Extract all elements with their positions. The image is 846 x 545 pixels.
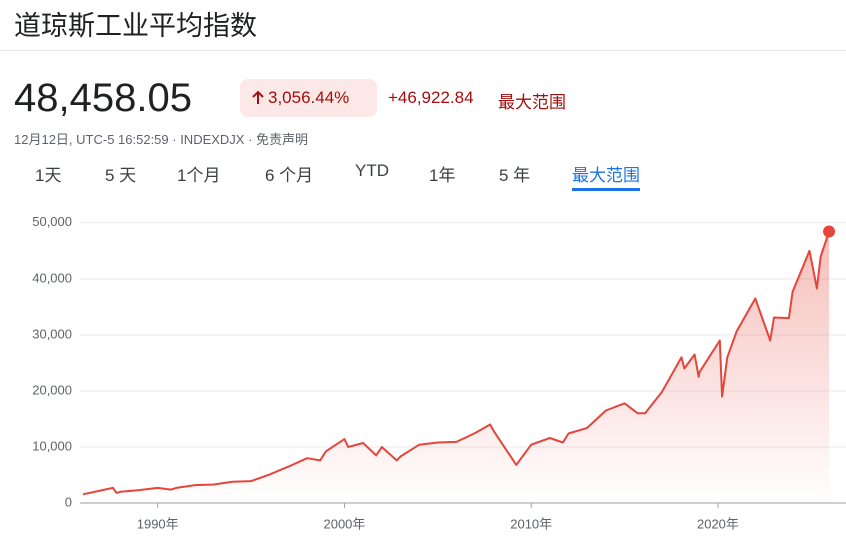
price: 48,458.05 xyxy=(14,76,192,120)
area xyxy=(83,231,830,503)
tab[interactable]: 1个月 xyxy=(177,166,221,185)
x-tick-label: 2010年 xyxy=(510,516,552,531)
tab[interactable]: 最大范围 xyxy=(572,161,640,191)
y-tick-label: 50,000 xyxy=(32,214,72,229)
tab[interactable]: 1年 xyxy=(429,166,456,185)
y-tick-label: 40,000 xyxy=(32,270,72,285)
change-percent: 3,056.44% xyxy=(268,88,350,107)
tab[interactable]: 5 年 xyxy=(499,166,531,185)
y-tick-label: 30,000 xyxy=(32,326,72,341)
x-tick-label: 2020年 xyxy=(697,516,739,531)
range-label: 最大范围 xyxy=(498,93,566,112)
y-tick-label: 10,000 xyxy=(32,438,72,453)
change-badge: 3,056.44% xyxy=(240,79,377,117)
tab[interactable]: 6 个月 xyxy=(265,166,314,185)
x-tick-label: 2000年 xyxy=(323,516,365,531)
divider xyxy=(0,50,846,51)
tab[interactable]: 5 天 xyxy=(105,166,137,185)
change: +46,922.84 xyxy=(388,88,474,107)
line xyxy=(82,231,831,496)
y-tick-label: 0 xyxy=(65,494,72,509)
x-tick-label: 1990年 xyxy=(137,516,179,531)
up-arrow-icon xyxy=(252,90,264,104)
title: 道琼斯工业平均指数 xyxy=(14,11,257,41)
tab[interactable]: YTD xyxy=(355,161,389,180)
end-point xyxy=(823,225,836,238)
y-tick-label: 20,000 xyxy=(32,382,72,397)
tab[interactable]: 1天 xyxy=(35,166,62,185)
meta: 12月12日, UTC-5 16:52:59 · INDEXDJX · 免责声明 xyxy=(14,132,309,147)
